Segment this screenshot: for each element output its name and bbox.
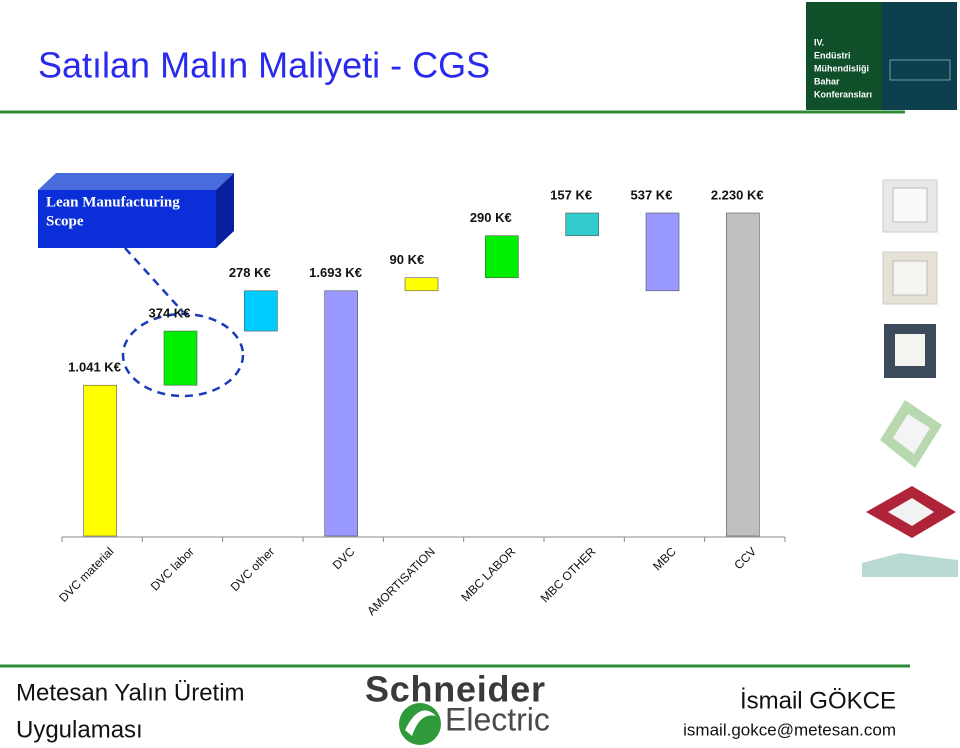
x-tick-label: AMORTISATION [364,544,438,618]
scope-ellipse [121,312,245,398]
value-label: 290 K€ [470,210,512,225]
callout-top [38,173,234,190]
logo-text: Konferansları [814,89,872,99]
logo-emblem [889,59,951,81]
x-tick-label: MBC LABOR [458,544,518,604]
logo-left [806,2,882,110]
waterfall-chart: 1.041 K€ DVC material 374 K€ DVC labor 278 K… [56,187,786,618]
footer-left: Uygulaması [16,716,143,743]
brand-icon-mark [405,710,436,736]
bar [244,290,278,332]
slide-title: Satılan Malın Maliyeti - CGS [38,45,490,86]
x-tick-label: DVC [330,544,358,572]
value-label: 278 K€ [229,265,271,280]
value-label: 157 K€ [550,187,592,202]
logo-text: Bahar [814,76,840,86]
value-label: 2.230 K€ [711,187,764,202]
bar [565,212,599,237]
bar [404,277,439,292]
footer-author: İsmail GÖKCE [740,687,896,714]
callout-text: Scope [46,213,84,229]
x-tick-label: CCV [731,544,759,572]
value-label: 1.041 K€ [68,360,121,375]
footer-left: Metesan Yalın Üretim [16,679,245,706]
x-tick-label: MBC OTHER [538,544,599,605]
x-tick-label: DVC other [228,544,278,594]
x-tick-label: DVC labor [148,544,197,593]
x-tick-label: MBC [650,544,679,573]
bar [163,330,198,386]
value-label: 537 K€ [631,187,673,202]
bar [324,290,358,537]
product-images [862,179,958,577]
bar [645,212,680,292]
callout-text: Lean Manufacturing [46,194,180,210]
bar [485,235,519,279]
logo-right [882,2,957,110]
logo-text: IV. [814,37,824,47]
footer-email: ismail.gokce@metesan.com [683,720,896,739]
brand-name: Schneider [365,669,545,710]
value-label: 90 K€ [390,252,425,267]
logo-text: Endüstri [814,50,851,60]
callout-side [216,173,234,248]
brand-icon [399,703,441,745]
value-label: 374 K€ [149,305,191,320]
bar [83,384,117,537]
callout-pointer [124,247,184,313]
bar [726,212,760,537]
callout-box [38,190,216,248]
value-label: 1.693 K€ [309,265,362,280]
logo-text: Mühendisliği [814,63,869,73]
brand-name: Electric [445,701,550,737]
x-tick-label: DVC material [56,544,116,604]
